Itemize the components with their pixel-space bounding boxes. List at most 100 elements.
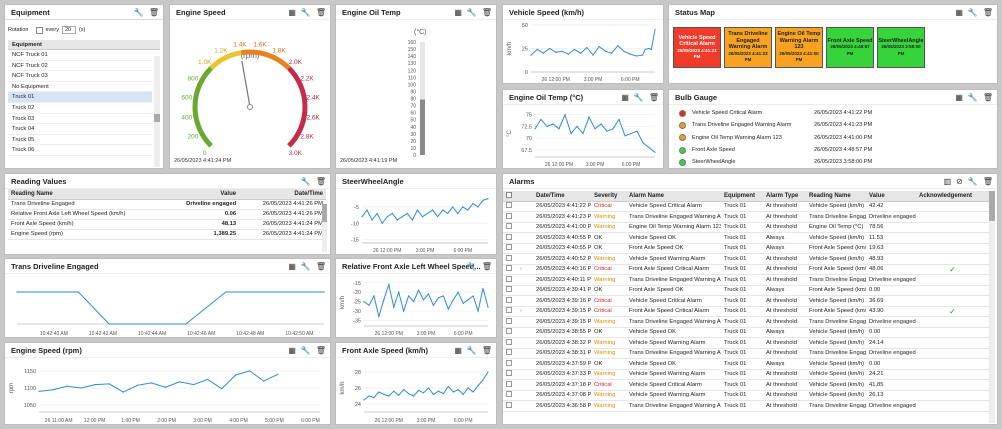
alarm-row[interactable]: 26/05/2023 4:40:11 PM Warning Trans Drivel… (503, 274, 989, 286)
wrench-icon[interactable]: 🔧 (300, 177, 311, 186)
expand-icon[interactable] (517, 243, 533, 254)
equipment-list-item[interactable]: Truck 04 (8, 124, 152, 135)
status-box[interactable]: Vehicle Speed Critical Alarm 26/05/2023 4… (673, 27, 721, 68)
trash-icon[interactable]: 🗑 (982, 177, 993, 186)
alarm-row[interactable]: 26/05/2023 4:38:31 PM Warning Trans Drivel… (503, 348, 989, 359)
calendar-icon[interactable]: ▦ (288, 346, 296, 355)
col-datetime[interactable]: Date/Time (533, 191, 591, 202)
table-row[interactable]: Front Axle Speed (km/h) 48.13 26/05/2023 4… (8, 219, 326, 230)
calendar-icon[interactable]: ▦ (621, 93, 629, 102)
table-row[interactable]: Relative Front Axle Left Wheel Speed (km… (8, 209, 326, 220)
row-checkbox[interactable] (503, 264, 517, 275)
trash-icon[interactable]: 🗑 (481, 8, 492, 17)
col-value[interactable]: Value (866, 191, 916, 202)
expand-icon[interactable] (517, 390, 533, 401)
col-acknowledgement[interactable]: Acknowledgement (916, 191, 989, 202)
calendar-icon[interactable]: ▦ (454, 346, 462, 355)
expand-icon[interactable] (517, 274, 533, 286)
trash-icon[interactable]: 🗑 (148, 8, 159, 17)
status-box[interactable]: Engine Oil Temp Warning Alarm 123 26/05/2… (775, 27, 823, 68)
col-severity[interactable]: Severity (591, 191, 626, 202)
wrench-icon[interactable]: 🔧 (300, 346, 311, 355)
alarm-row[interactable]: 26/05/2023 4:41:00 PM Warning Engine Oil T… (503, 222, 989, 233)
trash-icon[interactable]: 🗑 (982, 8, 993, 17)
alarm-row[interactable]: 26/05/2023 4:37:18 PM Critical Vehicle Spe… (503, 379, 989, 391)
trash-icon[interactable]: 🗑 (648, 93, 659, 102)
col-value[interactable]: Value (165, 189, 240, 200)
row-checkbox[interactable] (503, 295, 517, 307)
calendar-icon[interactable]: ▦ (288, 8, 296, 17)
row-checkbox[interactable] (503, 201, 517, 212)
acknowledge-icon[interactable]: ⊘ (956, 177, 963, 186)
row-checkbox[interactable] (503, 400, 517, 412)
alarm-row[interactable]: 26/05/2023 4:37:59 PM OK Vehicle Speed OK T… (503, 358, 989, 370)
col-alarm-name[interactable]: Alarm Name (626, 191, 721, 202)
row-checkbox[interactable] (503, 306, 517, 317)
col-reading-name[interactable]: Reading Name (8, 189, 166, 200)
equipment-list-item[interactable]: Truck 03 (8, 114, 152, 125)
rotation-interval-input[interactable]: 20 (61, 26, 76, 34)
expand-icon[interactable] (517, 348, 533, 359)
expand-icon[interactable] (517, 222, 533, 233)
trash-icon[interactable]: 🗑 (481, 262, 492, 271)
select-all-checkbox[interactable] (503, 191, 517, 202)
alarm-row[interactable]: 26/05/2023 4:40:52 PM Warning Vehicle Spee… (503, 253, 989, 265)
expand-icon[interactable] (517, 327, 533, 338)
status-box[interactable]: Front Axle Speed 26/05/2023 4:48:57 PM (826, 27, 874, 68)
wrench-icon[interactable]: 🔧 (967, 93, 978, 102)
row-checkbox[interactable] (503, 274, 517, 286)
equipment-list-item[interactable]: Truck 02 (8, 103, 152, 114)
col-equipment[interactable]: Equipment (721, 191, 763, 202)
expand-icon[interactable] (517, 379, 533, 391)
row-checkbox[interactable] (503, 358, 517, 370)
expand-icon[interactable] (517, 285, 533, 296)
expand-icon[interactable] (517, 253, 533, 265)
alarm-row[interactable]: 26/05/2023 4:41:23 PM Warning Trans Drivel… (503, 211, 989, 223)
equipment-list-item[interactable]: NCF Truck 01 (8, 50, 152, 61)
expand-icon[interactable] (517, 358, 533, 370)
wrench-icon[interactable]: 🔧 (133, 8, 144, 17)
status-box[interactable]: SteerWheelAngle 26/05/2023 3:58:00 PM (877, 27, 925, 68)
rotation-checkbox[interactable] (35, 26, 43, 34)
row-checkbox[interactable] (503, 253, 517, 265)
alarm-row[interactable]: 26/05/2023 4:37:08 PM Warning Vehicle Spee… (503, 390, 989, 401)
trash-icon[interactable]: 🗑 (315, 262, 326, 271)
alarm-row[interactable]: 26/05/2023 4:37:33 PM Warning Vehicle Spee… (503, 369, 989, 380)
alarm-row[interactable]: › 26/05/2023 4:40:16 PM Critical Front Axle… (503, 264, 989, 275)
row-checkbox[interactable] (503, 379, 517, 391)
wrench-icon[interactable]: 🔧 (300, 262, 311, 271)
row-checkbox[interactable] (503, 211, 517, 223)
wrench-icon[interactable]: 🔧 (466, 8, 477, 17)
row-checkbox[interactable] (503, 369, 517, 380)
row-checkbox[interactable] (503, 327, 517, 338)
equipment-list-item[interactable]: Truck 01 (8, 92, 152, 103)
equipment-list-item[interactable]: Truck 05 (8, 135, 152, 146)
wrench-icon[interactable]: 🔧 (967, 8, 978, 17)
trash-icon[interactable]: 🗑 (982, 93, 993, 102)
wrench-icon[interactable]: 🔧 (466, 346, 477, 355)
wrench-icon[interactable]: 🔧 (967, 177, 978, 186)
alarm-row[interactable]: 26/05/2023 4:40:55 PM OK Vehicle Speed OK T… (503, 232, 989, 244)
row-checkbox[interactable] (503, 232, 517, 244)
alarms-scrollbar[interactable] (989, 191, 995, 423)
alarm-row[interactable]: 26/05/2023 4:38:32 PM Warning Vehicle Spee… (503, 337, 989, 349)
alarm-row[interactable]: 26/05/2023 4:39:16 PM Critical Vehicle Spe… (503, 295, 989, 307)
row-checkbox[interactable] (503, 316, 517, 328)
trash-icon[interactable]: 🗑 (481, 346, 492, 355)
alarm-row[interactable]: 26/05/2023 4:36:58 PM Warning Trans Drivel… (503, 400, 989, 412)
row-checkbox[interactable] (503, 285, 517, 296)
equipment-list-item[interactable]: No Equipment (8, 82, 152, 93)
expand-icon[interactable] (517, 369, 533, 380)
expand-icon[interactable] (517, 201, 533, 212)
expand-icon[interactable] (517, 400, 533, 412)
row-checkbox[interactable] (503, 243, 517, 254)
expand-icon[interactable] (517, 316, 533, 328)
reading-values-scrollbar[interactable] (322, 204, 327, 252)
list-scrollbar[interactable] (154, 56, 160, 167)
alarm-row[interactable]: › 26/05/2023 4:39:15 PM Critical Front Axle… (503, 306, 989, 317)
expand-icon[interactable]: › (517, 306, 533, 317)
row-checkbox[interactable] (503, 337, 517, 349)
trash-icon[interactable]: 🗑 (315, 346, 326, 355)
expand-icon[interactable] (517, 337, 533, 349)
alarm-row[interactable]: 26/05/2023 4:40:55 PM OK Front Axle Speed … (503, 243, 989, 254)
